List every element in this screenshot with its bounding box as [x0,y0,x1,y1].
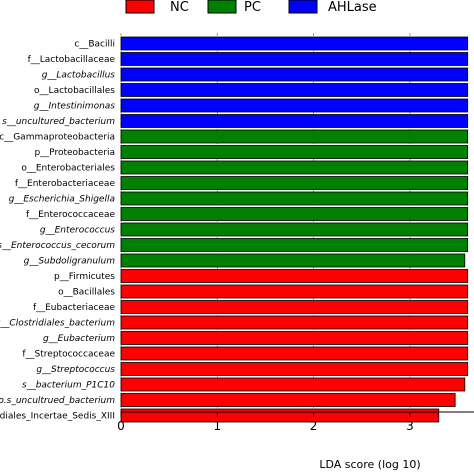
bar [120,300,469,314]
bar [120,83,469,97]
category-label: o__Enterobacteriales [21,164,115,174]
bar [120,222,469,237]
legend-swatch-pc [207,0,237,14]
category-label: g__Enterococcus [40,226,115,236]
bar [120,114,469,128]
category-label: c__Gammaproteobacteria [0,133,115,143]
bar [120,67,469,82]
category-label: s__bacterium_P1C10 [22,381,115,391]
x-tick-label: 2 [310,419,318,433]
bar [120,408,440,423]
category-label: f__Eubacteriaceae [33,303,116,313]
x-axis-title: LDA score (log 10) [319,458,420,471]
bar [120,36,469,51]
category-label: g__Streptococcus [36,365,115,375]
category-label: f__Enterococcaceae [26,210,116,220]
bar [120,145,469,159]
category-label: o__Bacillales [58,288,115,298]
bar [120,393,456,407]
category-label: s__Oscillibacter_sp.s_uncultrued_bacteri… [0,396,115,406]
bars-group [120,36,469,423]
bar [120,52,469,66]
category-labels: c__Bacilli f__Lactobacillaceae g__Lactobac… [0,40,115,422]
bar [120,160,469,175]
category-label: g__Intestinimonas [34,102,116,112]
bar [120,98,469,113]
category-label: p__Firmicutes [54,272,115,282]
category-label: p__Proteobacteria [34,148,115,158]
x-axis: 0 1 2 3 LDA score (log 10) [117,411,474,471]
bar [120,346,469,361]
bar [120,176,469,190]
legend-swatch-nc [125,0,155,14]
category-label: g__Escherichia_Shigella [9,195,115,205]
category-label: s__uncultured_bacterium [2,117,115,127]
category-label: f__Clostridiales_Incertae_Sedis_XIII [0,412,115,422]
legend-label-ahlase: AHLase [328,0,377,15]
bar [120,253,466,268]
bar [120,207,469,221]
category-label: g__Eubacterium [43,334,115,344]
category-label: f__Enterobacteriaceae [15,179,116,189]
bar [120,362,469,376]
category-label: g__Subdoligranulum [24,257,116,267]
legend-label-nc: NC [170,0,189,15]
legend-label-pc: PC [244,0,261,15]
x-tick-label: 0 [117,419,125,433]
category-label: f__Lactobacillaceae [28,55,116,65]
category-label: s__Enterococcus_cecorum [0,241,115,251]
bar [120,269,469,283]
category-label: f__Streptococcaceae [22,350,115,360]
x-tick-label: 1 [213,419,221,433]
category-label: o__Lactobacillales [34,86,115,96]
legend-swatch-ahlase [288,0,318,14]
bar [120,284,469,299]
bar [120,377,466,392]
bar [120,238,469,252]
bar [120,331,469,345]
legend: NC PC AHLase [125,0,377,15]
bar [120,315,469,330]
x-tick-label: 3 [406,419,414,433]
category-label: s__Clostridiales_bacterium [0,319,115,329]
bar [120,129,469,144]
category-label: c__Bacilli [74,40,115,50]
bar [120,191,469,206]
category-label: g__Lactobacillus [42,71,116,81]
